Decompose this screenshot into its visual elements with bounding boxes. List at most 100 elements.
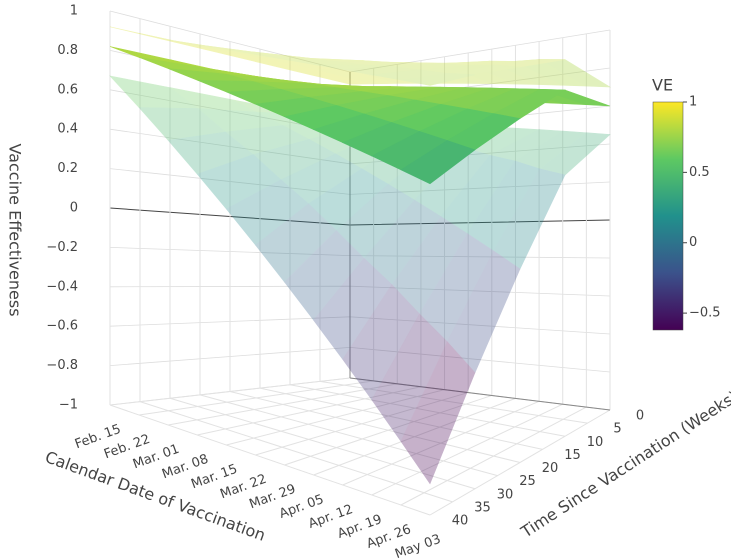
- surface-patch: [280, 153, 363, 205]
- surface-patch: [371, 69, 448, 81]
- surface-patch: [252, 139, 337, 181]
- surface-patch: [400, 140, 476, 185]
- surface-patch: [339, 66, 421, 84]
- y-tick-label: 0: [636, 409, 644, 424]
- surface-patch: [308, 58, 389, 63]
- surface-patch: [388, 61, 466, 65]
- surface-patch: [284, 59, 365, 66]
- surface-patch: [226, 49, 309, 59]
- colorbar-title: VE: [652, 76, 673, 95]
- surface-patch: [167, 131, 254, 175]
- y-tick-label: 5: [613, 422, 621, 437]
- surface-patch: [109, 75, 199, 109]
- surface-patch: [255, 203, 337, 283]
- surface-patch: [440, 60, 516, 66]
- surface-patch: [225, 48, 310, 60]
- y-floor-line: [259, 387, 543, 450]
- surface-patch: [280, 54, 362, 62]
- z-tick-label: 0.6: [57, 82, 78, 97]
- colorbar: [652, 101, 684, 331]
- z-tick-label: 1: [70, 4, 78, 19]
- surface-patch: [466, 160, 541, 252]
- surface-patch: [414, 60, 491, 65]
- z-tick-label: −0.8: [46, 358, 78, 373]
- surface-patch: [363, 199, 442, 286]
- colorbar-tick-label: 0.5: [689, 165, 710, 180]
- surface-patch: [446, 250, 521, 374]
- z-tick-label: −1: [59, 398, 78, 413]
- surface-patch: [169, 87, 257, 113]
- y-floor-line: [319, 380, 588, 424]
- surface-patch: [391, 216, 468, 315]
- surface-patch: [539, 132, 611, 176]
- surfaces: [109, 26, 612, 485]
- surface-patch: [224, 125, 310, 155]
- surface-patch: [342, 284, 420, 401]
- surface-patch: [196, 154, 282, 210]
- z-tick-label: −0.2: [46, 240, 78, 255]
- surface-patch: [313, 64, 392, 70]
- surface-patch: [364, 64, 445, 84]
- surface-patch: [400, 341, 476, 485]
- surface-patch: [313, 257, 393, 360]
- surface-patch: [225, 179, 310, 246]
- surface-patch: [400, 72, 476, 86]
- z-tick-label: 0.4: [57, 122, 78, 137]
- surface-patch: [467, 59, 541, 66]
- surface-patch: [255, 54, 337, 62]
- surface-patch: [282, 57, 366, 68]
- colorbar-tick-label: 1: [689, 95, 697, 110]
- surface-patch: [489, 60, 563, 86]
- y-floor-line: [229, 391, 521, 463]
- y-floor-line: [109, 404, 431, 516]
- y-tick-label: 10: [587, 435, 604, 450]
- y-floor-line: [169, 397, 476, 490]
- surface: [109, 26, 612, 88]
- surface-patch: [253, 51, 336, 62]
- surface-patch: [493, 59, 566, 68]
- z-tick-label: −0.6: [46, 319, 78, 334]
- surface-patch: [440, 154, 516, 235]
- surface-patch: [229, 55, 316, 71]
- y-tick-label: 35: [474, 500, 491, 515]
- y-floor-line: [139, 401, 453, 503]
- surface-patch: [419, 64, 494, 74]
- y-tick-label: 15: [564, 448, 581, 463]
- surface-patch: [414, 62, 492, 84]
- surface-patch: [314, 67, 398, 85]
- surface-patch: [419, 233, 494, 343]
- surface-patch: [493, 168, 566, 270]
- surface-patch: [139, 33, 226, 50]
- surface-patch: [513, 59, 587, 87]
- surface-patch: [538, 59, 612, 88]
- surface-patch: [168, 39, 254, 53]
- surface-patch: [439, 62, 516, 85]
- axis-edge: [349, 377, 611, 411]
- z-axis-title: Vaccine Effectiveness: [6, 143, 25, 316]
- y-tick-label: 25: [519, 474, 536, 489]
- surface-patch: [464, 60, 540, 85]
- y-tick-label: 30: [497, 487, 514, 502]
- surface-patch: [336, 61, 415, 66]
- surface-patch: [335, 60, 416, 66]
- surface-patch: [371, 313, 448, 442]
- surface-patch: [361, 60, 441, 66]
- y-floor-line: [199, 394, 498, 477]
- colorbar-tick-label: 0: [689, 235, 697, 250]
- surface: [109, 46, 611, 185]
- surface-patch: [335, 183, 415, 259]
- surface-patch: [197, 45, 283, 59]
- surface-patch: [342, 65, 420, 76]
- surface-patch: [109, 26, 198, 47]
- surface-patch: [289, 69, 374, 85]
- z-tick-label: −0.4: [46, 279, 78, 294]
- surface-patch: [284, 230, 365, 321]
- z-tick-label: 0.2: [57, 161, 78, 176]
- y-floor-line: [289, 384, 566, 437]
- surface-patch: [447, 64, 521, 76]
- z-tick-label: 0: [70, 201, 78, 216]
- surface-patch: [308, 168, 389, 232]
- y-tick-label: 20: [542, 461, 559, 476]
